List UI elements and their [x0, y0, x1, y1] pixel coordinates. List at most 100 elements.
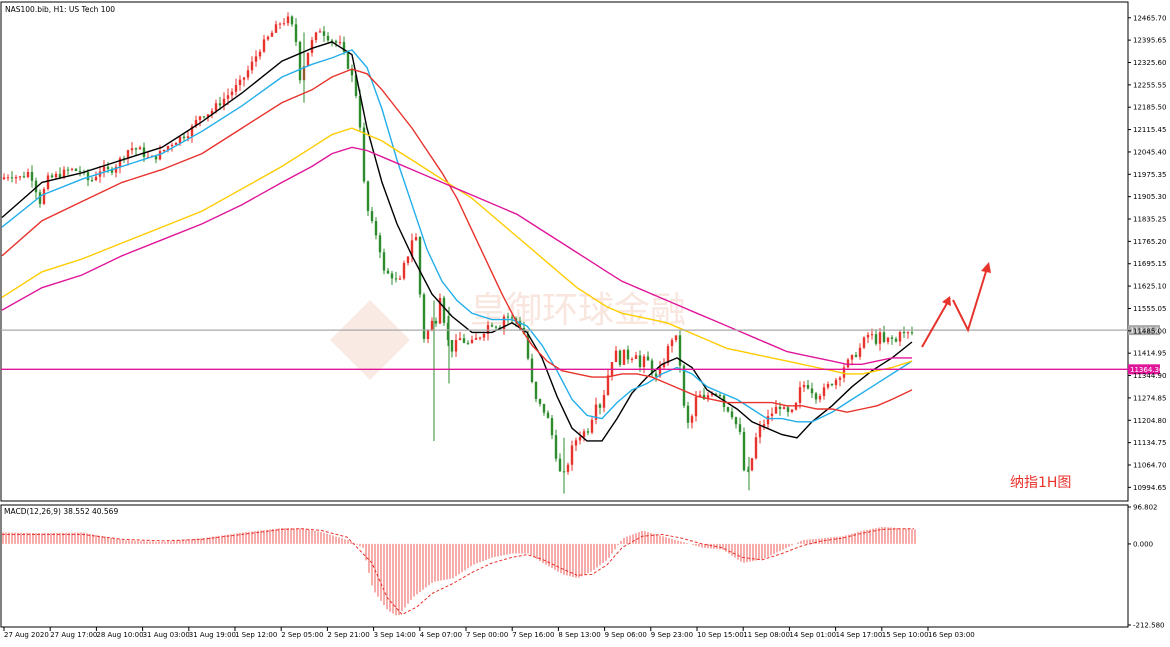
x-tick-label: 28 Aug 10:00 [96, 631, 143, 639]
candle-body [510, 317, 514, 319]
candle-body [326, 35, 330, 41]
candle-body [730, 411, 734, 418]
candle-body [590, 419, 594, 433]
candle-body [134, 148, 138, 150]
candle-body [698, 394, 702, 397]
candle-body [402, 263, 406, 279]
macd-y-tick-label: 96.802 [1133, 504, 1158, 512]
candle-body [238, 79, 242, 86]
y-tick-label: 12325.60 [1133, 59, 1166, 67]
candle-body [898, 331, 902, 342]
horizontal-lines: 11487.20 11364.36 [1, 325, 1164, 375]
candle-body [818, 395, 822, 400]
candle-body [118, 158, 122, 167]
candle-body [342, 42, 346, 52]
moving-average-line [1, 49, 913, 423]
candle-body [10, 177, 14, 179]
candle-body [222, 98, 226, 106]
candle-body [218, 103, 222, 106]
y-tick-label: 12045.40 [1133, 148, 1166, 156]
candle-body [178, 136, 182, 144]
x-tick-label: 2 Sep 21:00 [327, 631, 369, 639]
candle-body [778, 406, 782, 409]
candle-body [874, 334, 878, 344]
candle-body [418, 237, 422, 295]
candle-body [478, 337, 482, 339]
candle-body [74, 168, 78, 171]
candle-body [718, 395, 722, 397]
candle-body [62, 169, 66, 178]
candle-body [502, 316, 506, 329]
candle-body [714, 393, 718, 396]
price-axis: 12465.70 12395.65 12325.60 12255.55 12185.50… [1128, 14, 1166, 492]
candle-body [386, 270, 390, 274]
candle-body [702, 394, 706, 400]
candle-body [902, 331, 906, 333]
candle-body [262, 39, 266, 52]
candle-body [482, 333, 486, 338]
macd-y-tick-label: -212.580 [1133, 622, 1164, 630]
candle-body [574, 440, 578, 446]
candle-body [106, 166, 110, 169]
candle-body [606, 375, 610, 396]
candle-body [594, 404, 598, 420]
candle-body [130, 148, 134, 151]
candle-body [858, 347, 862, 357]
y-tick-label: 10994.65 [1133, 484, 1166, 492]
x-tick-label: 11 Sep 08:00 [743, 631, 790, 639]
candle-body [538, 398, 542, 404]
candle-body [566, 464, 570, 472]
candle-body [370, 211, 374, 221]
candle-body [202, 116, 206, 118]
candle-body [634, 355, 638, 359]
y-tick-label: 12395.65 [1133, 37, 1166, 45]
candle-body [866, 334, 870, 338]
candle-body [638, 355, 642, 368]
candle-body [690, 416, 694, 423]
x-tick-label: 8 Sep 13:00 [558, 631, 600, 639]
price-level-label: 11487.20 [1130, 327, 1163, 335]
candle-body [886, 337, 890, 342]
candle-body [234, 85, 238, 92]
candle-body [750, 458, 754, 471]
macd-axis: 96.802 0.000 -212.580 [1128, 504, 1164, 630]
candle-body [258, 51, 262, 57]
candle-body [894, 338, 898, 342]
candle-body [614, 350, 618, 363]
candle-body [534, 381, 538, 399]
candle-body [506, 316, 510, 318]
candle-body [658, 367, 662, 377]
y-tick-label: 11204.80 [1133, 417, 1166, 425]
candle-body [442, 297, 446, 323]
candle-body [462, 338, 466, 343]
moving-average-line [1, 127, 913, 375]
candle-body [38, 192, 42, 204]
candle-body [526, 333, 530, 359]
x-tick-label: 27 Aug 17:00 [50, 631, 97, 639]
candle-body [842, 367, 846, 378]
y-tick-label: 11695.15 [1133, 260, 1166, 268]
x-tick-label: 7 Sep 16:00 [512, 631, 554, 639]
candle-body [530, 358, 534, 382]
candle-body [114, 166, 118, 173]
candle-body [318, 31, 322, 33]
candle-body [18, 176, 22, 178]
candle-body [390, 273, 394, 279]
candle-body [494, 326, 498, 328]
candle-body [66, 169, 70, 171]
y-tick-label: 11835.25 [1133, 216, 1166, 224]
x-tick-label: 16 Sep 03:00 [928, 631, 975, 639]
candle-body [338, 42, 342, 44]
candle-body [770, 413, 774, 417]
main-frame [0, 1, 1129, 502]
candle-body [78, 170, 82, 172]
macd-frame [0, 504, 1129, 628]
candle-body [546, 412, 550, 419]
candle-body [230, 91, 234, 96]
candle-body [602, 395, 606, 408]
candle-body [398, 278, 402, 280]
candle-body [158, 151, 162, 160]
candle-body [138, 147, 142, 150]
macd-plot [2, 526, 916, 616]
candle-body [754, 437, 758, 459]
